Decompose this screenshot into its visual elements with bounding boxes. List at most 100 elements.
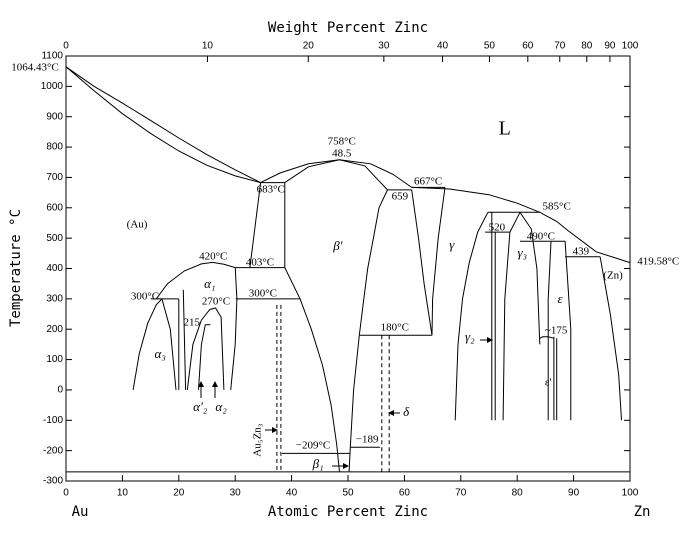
phase-boundary (348, 189, 388, 472)
x2-tick-label: 100 (622, 41, 639, 52)
phase-boundary (502, 211, 541, 421)
phase-label: 180°C (381, 322, 409, 334)
phase-boundary (284, 159, 388, 191)
y-tick-label: -300 (43, 476, 63, 487)
y-tick-label: 600 (46, 202, 63, 213)
x2-tick-label: 90 (604, 41, 616, 52)
y-tick-label: 700 (46, 172, 63, 183)
x-tick-label: 0 (63, 488, 69, 499)
phase-boundary (547, 241, 552, 421)
phase-boundary (186, 307, 225, 390)
phase-boundary (564, 241, 572, 421)
phase-boundary (411, 189, 433, 336)
phase-label: 758°C (328, 135, 356, 147)
x-tick-label: 100 (622, 488, 639, 499)
right-element-label: Zn (634, 504, 651, 520)
x-tick-label: 10 (117, 488, 129, 499)
x2-tick-label: 10 (202, 41, 214, 52)
phase-label: L (499, 118, 511, 140)
y-tick-label: 0 (57, 385, 63, 396)
y-tick-label: 500 (46, 233, 63, 244)
phase-label: 215 (184, 316, 201, 328)
x-tick-label: 50 (342, 488, 354, 499)
phase-label: 667°C (414, 176, 442, 188)
phase-label: 270°C (202, 295, 230, 307)
phase-label: (Zn) (603, 270, 623, 282)
phase-label: 420°C (199, 250, 227, 262)
phase-label: 300°C (131, 291, 159, 303)
x2-tick-label: 60 (522, 41, 534, 52)
phase-label: Au₅Zn₃ (251, 423, 263, 456)
x2-tick-label: 0 (63, 41, 69, 52)
x2-tick-label: 50 (484, 41, 496, 52)
x-tick-label: 80 (512, 488, 524, 499)
phase-boundary (249, 182, 262, 268)
phase-label: β₁ (312, 456, 324, 471)
x-tick-label: 30 (230, 488, 242, 499)
phase-boundary (155, 261, 236, 300)
y-tick-label: 900 (46, 111, 63, 122)
x2-tick-label: 80 (581, 41, 593, 52)
y-tick-label: -100 (43, 415, 63, 426)
y-tick-label: 400 (46, 263, 63, 274)
phase-boundary (539, 336, 555, 339)
phase-boundary (454, 212, 489, 421)
phase-label: −189 (356, 434, 379, 446)
phase-boundary (599, 256, 622, 421)
phase-label: −209°C (296, 440, 330, 452)
phase-label: 419.58°C (637, 256, 679, 268)
x-tick-label: 60 (399, 488, 411, 499)
phase-boundary (230, 267, 238, 390)
phase-boundary (65, 66, 261, 184)
phase-label: 520 (489, 222, 506, 234)
phase-boundary (284, 267, 340, 472)
y-tick-label: 800 (46, 142, 63, 153)
plot-frame (65, 55, 631, 482)
phase-label: 490°C (527, 230, 555, 242)
y-tick-label: 300 (46, 293, 63, 304)
phase-label: (Au) (127, 219, 148, 231)
phase-label: 439 (573, 246, 590, 258)
y-tick-label: 100 (46, 354, 63, 365)
phase-label: γ₂ (465, 329, 475, 344)
phase-boundary (65, 66, 261, 184)
phase-label: 585°C (543, 200, 571, 212)
phase-label: α₁ (204, 276, 215, 291)
phase-label: 403°C (246, 257, 274, 269)
x2-tick-label: 40 (437, 41, 449, 52)
top-axis-title: Weight Percent Zinc (268, 20, 428, 36)
phase-label: δ (403, 404, 410, 419)
phase-boundary (411, 186, 631, 264)
x-tick-label: 90 (568, 488, 580, 499)
phase-label: γ (449, 237, 455, 252)
phase-boundary (132, 297, 177, 390)
x2-tick-label: 20 (303, 41, 315, 52)
x2-tick-label: 70 (554, 41, 566, 52)
phase-label: β' (332, 238, 342, 253)
y-tick-label: 200 (46, 324, 63, 335)
y-tick-label: 1100 (41, 51, 63, 62)
phase-label: γ₃ (517, 245, 527, 260)
phase-label: ~175 (545, 325, 568, 337)
phase-label: 48.5 (332, 148, 352, 160)
x-tick-label: 20 (173, 488, 185, 499)
phase-boundary (431, 187, 446, 336)
phase-label: α'₂ (193, 399, 208, 414)
left-element-label: Au (72, 504, 89, 520)
phase-label: 659 (392, 190, 409, 202)
bottom-axis-title: Atomic Percent Zinc (268, 504, 428, 520)
phase-label: ε' (545, 376, 552, 388)
phase-boundary (198, 324, 206, 390)
x-tick-label: 70 (455, 488, 467, 499)
phase-label: 1064.43°C (11, 62, 59, 74)
phase-label: α₃ (155, 346, 166, 361)
x2-tick-label: 30 (378, 41, 390, 52)
phase-boundary (182, 289, 187, 390)
arrows (198, 337, 493, 469)
phase-label: ε (558, 291, 564, 306)
y-tick-label: 1000 (41, 81, 64, 92)
phase-label: 300°C (249, 288, 277, 300)
phase-label: α₂ (215, 399, 227, 414)
x-tick-label: 40 (286, 488, 298, 499)
y-axis-title: Temperature °C (8, 209, 24, 327)
